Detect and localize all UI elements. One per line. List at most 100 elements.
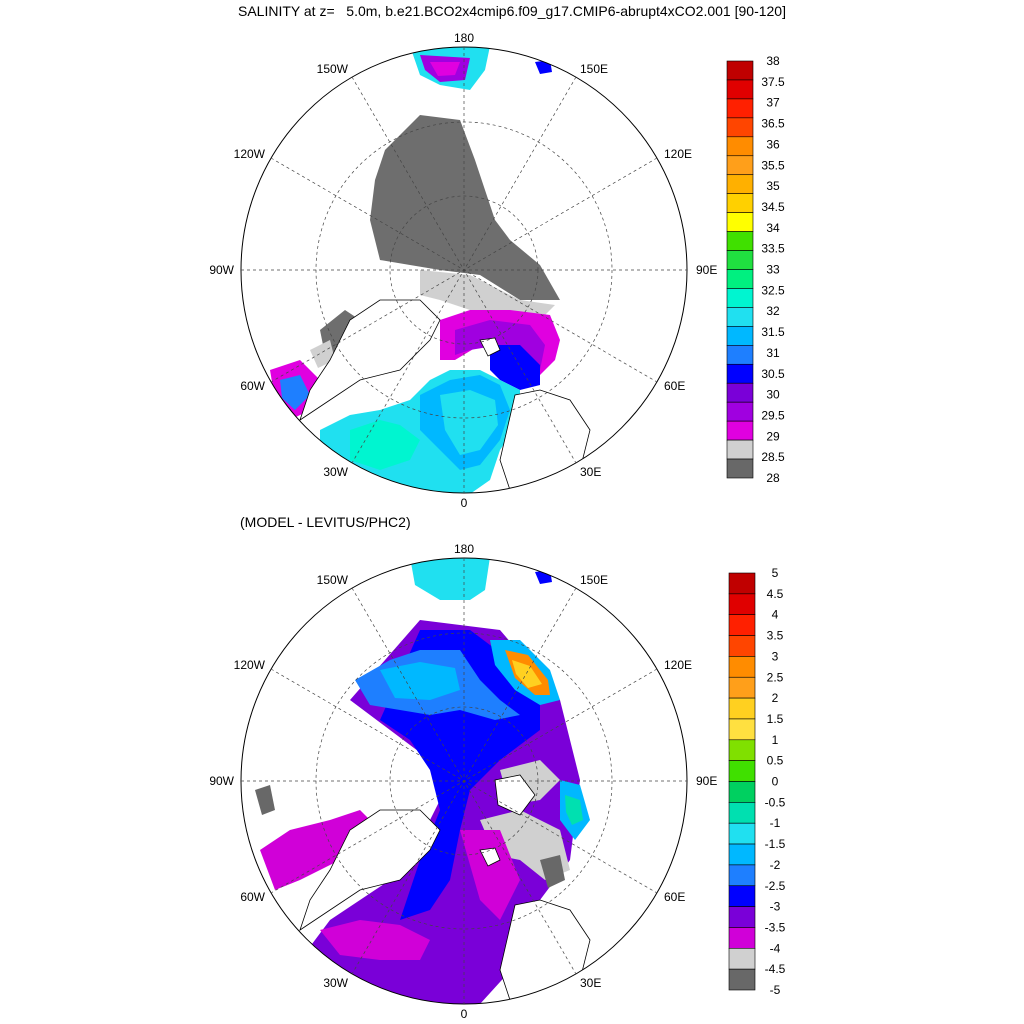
colorbar-swatch <box>728 843 756 866</box>
colorbar-label: 28.5 <box>761 450 785 464</box>
colorbar-label: 32 <box>766 304 780 318</box>
lon-label-30e: 30E <box>580 976 601 990</box>
colorbar-swatch <box>726 269 754 289</box>
lon-label-0: 0 <box>461 496 468 510</box>
colorbar-swatch <box>728 656 756 678</box>
colorbar-label: -3 <box>770 900 781 914</box>
colorbar-label: -3.5 <box>765 920 786 934</box>
colorbar-label: 4.5 <box>767 587 784 601</box>
lon-label-180: 180 <box>454 542 474 556</box>
lon-label-90e: 90E <box>696 263 717 277</box>
bottom-difference-map: 180 150W 150E 120W 120E 90W 90E 60W 60E … <box>209 542 786 1021</box>
colorbar-swatch <box>726 174 754 194</box>
colorbar-label: -2.5 <box>765 879 786 893</box>
bottom-plot-title: (MODEL - LEVITUS/PHC2) <box>240 514 411 530</box>
colorbar-swatch <box>726 363 754 384</box>
colorbar-label: -2 <box>770 858 781 872</box>
lon-label-30w: 30W <box>323 465 348 479</box>
colorbar-label: 35.5 <box>761 158 785 172</box>
colorbar-swatch <box>728 718 756 741</box>
colorbar-swatch <box>726 79 754 100</box>
colorbar-swatch <box>726 98 754 119</box>
colorbar-label: 31.5 <box>761 325 785 339</box>
colorbar-label: 3.5 <box>767 629 784 643</box>
colorbar-label: 38 <box>766 54 780 68</box>
colorbar-swatch <box>726 212 754 232</box>
colorbar-swatch <box>726 288 754 308</box>
colorbar-label: -1.5 <box>765 837 786 851</box>
colorbar-swatch <box>728 635 756 657</box>
lon-label-150e: 150E <box>580 573 608 587</box>
colorbar-swatch <box>726 420 754 441</box>
top-longitude-labels: 180 150W 150E 120W 120E 90W 90E 60W 60E … <box>209 31 717 510</box>
colorbar-label: 32.5 <box>761 283 785 297</box>
colorbar-label: 36.5 <box>761 117 785 131</box>
lon-label-60e: 60E <box>664 890 685 904</box>
lon-label-0: 0 <box>461 1007 468 1021</box>
colorbar-swatch <box>728 739 756 761</box>
colorbar-label: 29 <box>766 429 780 443</box>
colorbar-label: -1 <box>770 816 781 830</box>
lon-label-120e: 120E <box>664 147 692 161</box>
top-colorbar: 38 37.5 37 36.5 36 35.5 35 34.5 34 33.5 33 32.5 32 31… <box>726 54 785 485</box>
colorbar-swatch <box>726 458 754 479</box>
colorbar-label: -4.5 <box>765 962 786 976</box>
colorbar-label: 37 <box>766 96 780 110</box>
colorbar-label: -4 <box>770 941 781 955</box>
colorbar-label: 0 <box>772 775 779 789</box>
colorbar-label: 34.5 <box>761 200 785 214</box>
colorbar-swatch <box>728 927 756 949</box>
top-salinity-map: 180 150W 150E 120W 120E 90W 90E 60W 60E … <box>209 31 785 510</box>
colorbar-label: 3 <box>772 649 779 663</box>
colorbar-swatch <box>726 60 754 81</box>
colorbar-swatch <box>728 676 756 699</box>
lon-label-90w: 90W <box>209 263 234 277</box>
colorbar-swatch <box>728 781 756 803</box>
colorbar-swatch <box>728 822 756 845</box>
colorbar-label: 1.5 <box>767 712 784 726</box>
colorbar-swatch <box>726 345 754 365</box>
colorbar-label: -5 <box>770 983 781 997</box>
colorbar-label: 1 <box>772 733 779 747</box>
bottom-graticule <box>241 558 687 1004</box>
lon-label-180: 180 <box>454 31 474 45</box>
top-graticule <box>241 47 687 493</box>
colorbar-label: 29.5 <box>761 408 785 422</box>
colorbar-swatch <box>726 117 754 138</box>
colorbar-swatch <box>728 968 756 991</box>
colorbar-label: 5 <box>772 566 779 580</box>
colorbar-label: 28 <box>766 471 780 485</box>
top-plot-title: SALINITY at z= 5.0m, b.e21.BCO2x4cmip6.f… <box>238 3 786 19</box>
colorbar-swatch <box>728 572 756 595</box>
colorbar-label: 31 <box>766 346 780 360</box>
lon-label-120w: 120W <box>234 658 266 672</box>
colorbar-swatch <box>728 864 756 887</box>
colorbar-label: 34 <box>766 221 780 235</box>
lon-label-60w: 60W <box>240 890 265 904</box>
colorbar-swatch <box>726 382 754 403</box>
colorbar-swatch <box>726 193 754 213</box>
bottom-longitude-labels: 180 150W 150E 120W 120E 90W 90E 60W 60E … <box>209 542 717 1021</box>
colorbar-swatch <box>728 593 756 615</box>
lon-label-120e: 120E <box>664 658 692 672</box>
colorbar-swatch <box>726 401 754 422</box>
colorbar-label: 37.5 <box>761 75 785 89</box>
lon-label-30w: 30W <box>323 976 348 990</box>
colorbar-label: 4 <box>772 608 779 622</box>
colorbar-swatch <box>728 885 756 907</box>
colorbar-swatch <box>726 326 754 346</box>
colorbar-label: 2 <box>772 691 779 705</box>
colorbar-swatch <box>728 947 756 970</box>
colorbar-label: 33.5 <box>761 242 785 256</box>
colorbar-swatch <box>728 760 756 782</box>
colorbar-swatch <box>728 802 756 824</box>
colorbar-swatch <box>726 307 754 327</box>
colorbar-swatch <box>728 614 756 636</box>
colorbar-label: 0.5 <box>767 754 784 768</box>
lon-label-90e: 90E <box>696 774 717 788</box>
lon-label-60e: 60E <box>664 379 685 393</box>
lon-label-150e: 150E <box>580 62 608 76</box>
colorbar-label: 2.5 <box>767 670 784 684</box>
colorbar-label: 35 <box>766 179 780 193</box>
colorbar-label: 33 <box>766 263 780 277</box>
